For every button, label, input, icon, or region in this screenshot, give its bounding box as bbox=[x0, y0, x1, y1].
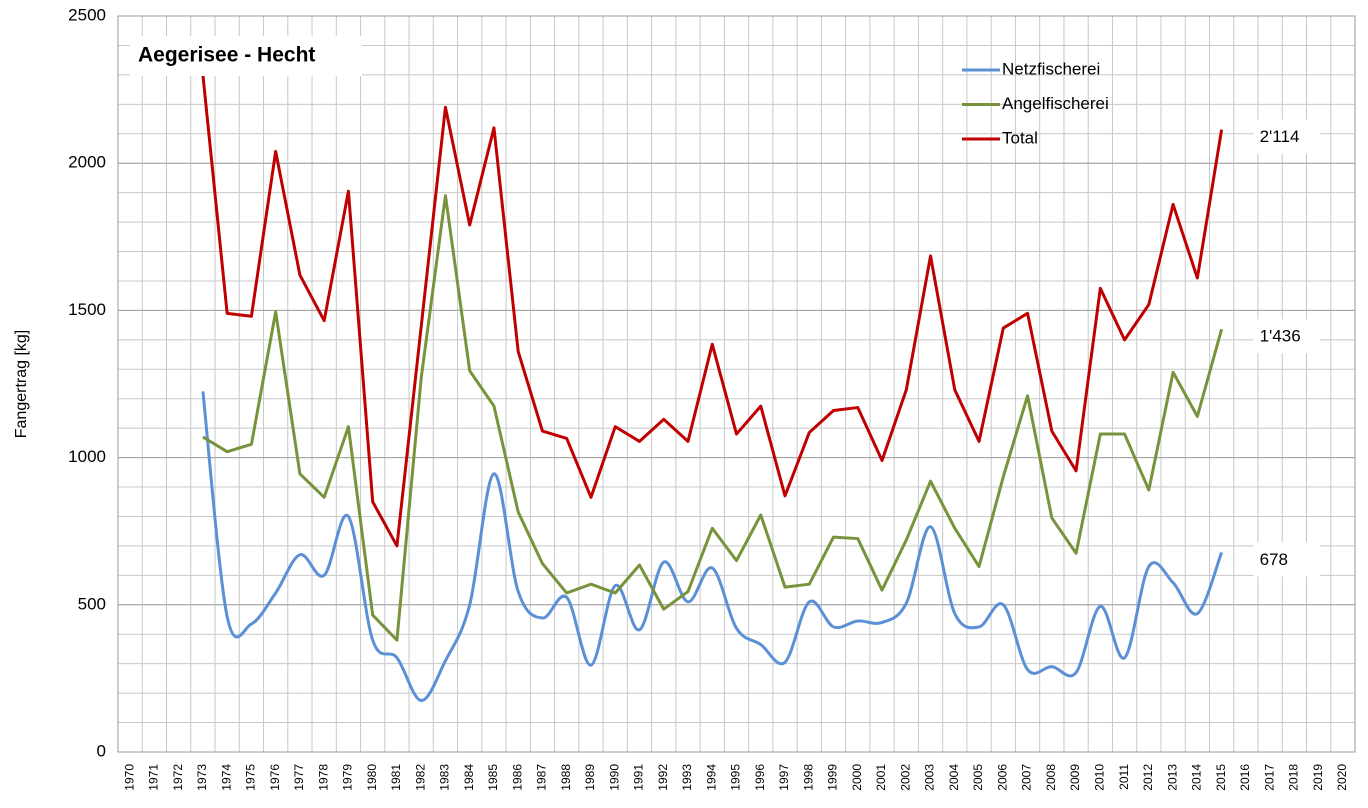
data-label-box bbox=[1253, 542, 1320, 577]
y-tick-label: 500 bbox=[78, 594, 106, 613]
data-label: 2'114 bbox=[1260, 127, 1300, 146]
x-tick-label: 1984 bbox=[462, 764, 476, 791]
x-tick-label: 1986 bbox=[510, 764, 524, 791]
x-tick-label: 1971 bbox=[147, 764, 161, 791]
legend-label: Netzfischerei bbox=[1002, 59, 1100, 78]
x-tick-label: 1992 bbox=[656, 764, 670, 791]
x-tick-label: 1995 bbox=[729, 764, 743, 791]
x-tick-label: 1985 bbox=[486, 764, 500, 791]
legend-label: Total bbox=[1002, 128, 1038, 147]
x-tick-label: 1975 bbox=[244, 764, 258, 791]
x-tick-label: 1987 bbox=[535, 764, 549, 791]
x-tick-label: 2011 bbox=[1117, 764, 1131, 790]
x-tick-label: 1980 bbox=[365, 764, 379, 791]
x-tick-label: 2013 bbox=[1165, 764, 1179, 791]
x-tick-label: 1991 bbox=[632, 764, 646, 791]
legend-label: Angelfischerei bbox=[1002, 94, 1109, 113]
x-tick-label: 2001 bbox=[874, 764, 888, 791]
y-tick-label: 1500 bbox=[68, 300, 106, 319]
series-line bbox=[201, 391, 1224, 702]
series-line bbox=[201, 74, 1224, 548]
x-tick-label: 2007 bbox=[1020, 764, 1034, 791]
x-tick-label: 2009 bbox=[1068, 764, 1082, 791]
y-tick-label: 0 bbox=[97, 741, 106, 760]
chart-title: Aegerisee - Hecht bbox=[138, 44, 315, 67]
x-tick-label: 1996 bbox=[753, 764, 767, 791]
x-tick-label: 2015 bbox=[1214, 764, 1228, 791]
x-tick-label: 2018 bbox=[1287, 764, 1301, 791]
x-tick-label: 1981 bbox=[389, 764, 403, 791]
data-label-box bbox=[1253, 319, 1320, 354]
x-tick-label: 1972 bbox=[171, 764, 185, 791]
x-tick-label: 1990 bbox=[607, 764, 621, 791]
y-axis-label: Fangertrag [kg] bbox=[13, 330, 30, 439]
title-box bbox=[130, 36, 362, 76]
x-tick-label: 2010 bbox=[1092, 764, 1106, 791]
data-label-box bbox=[1253, 119, 1320, 154]
x-tick-label: 1970 bbox=[122, 764, 136, 791]
x-tick-label: 2002 bbox=[898, 764, 912, 791]
x-tick-label: 1999 bbox=[826, 764, 840, 791]
x-tick-label: 2016 bbox=[1238, 764, 1252, 791]
x-tick-label: 1989 bbox=[583, 764, 597, 791]
x-tick-label: 1978 bbox=[316, 764, 330, 791]
x-tick-label: 1993 bbox=[680, 764, 694, 791]
x-tick-label: 2005 bbox=[971, 764, 985, 791]
x-tick-label: 1979 bbox=[341, 764, 355, 791]
x-tick-label: 1982 bbox=[413, 764, 427, 791]
data-label: 1'436 bbox=[1260, 327, 1301, 346]
x-tick-label: 1994 bbox=[704, 764, 718, 791]
x-tick-label: 1974 bbox=[219, 764, 233, 791]
x-tick-label: 1983 bbox=[438, 764, 452, 791]
x-tick-label: 2019 bbox=[1311, 764, 1325, 791]
y-tick-label: 2000 bbox=[68, 153, 106, 172]
x-tick-label: 2020 bbox=[1335, 764, 1349, 791]
y-tick-label: 1000 bbox=[68, 447, 106, 466]
x-tick-label: 1988 bbox=[559, 764, 573, 791]
x-tick-label: 2003 bbox=[923, 764, 937, 791]
x-tick-label: 1977 bbox=[292, 764, 306, 791]
x-tick-label: 2006 bbox=[995, 764, 1009, 791]
x-tick-label: 1998 bbox=[801, 764, 815, 791]
data-label: 678 bbox=[1260, 550, 1288, 569]
plot-border bbox=[117, 15, 1356, 753]
x-tick-label: 1976 bbox=[268, 764, 282, 791]
x-tick-label: 2017 bbox=[1262, 764, 1276, 791]
x-tick-label: 1973 bbox=[195, 764, 209, 791]
x-tick-label: 2008 bbox=[1044, 764, 1058, 791]
y-tick-label: 2500 bbox=[68, 5, 106, 24]
grid bbox=[117, 15, 1356, 753]
x-tick-label: 2012 bbox=[1141, 764, 1155, 791]
x-tick-label: 2004 bbox=[947, 764, 961, 791]
x-tick-label: 2000 bbox=[850, 764, 864, 791]
x-tick-label: 2014 bbox=[1190, 764, 1204, 791]
x-tick-label: 1997 bbox=[777, 764, 791, 791]
series-line bbox=[202, 194, 1224, 642]
lines bbox=[201, 74, 1224, 702]
